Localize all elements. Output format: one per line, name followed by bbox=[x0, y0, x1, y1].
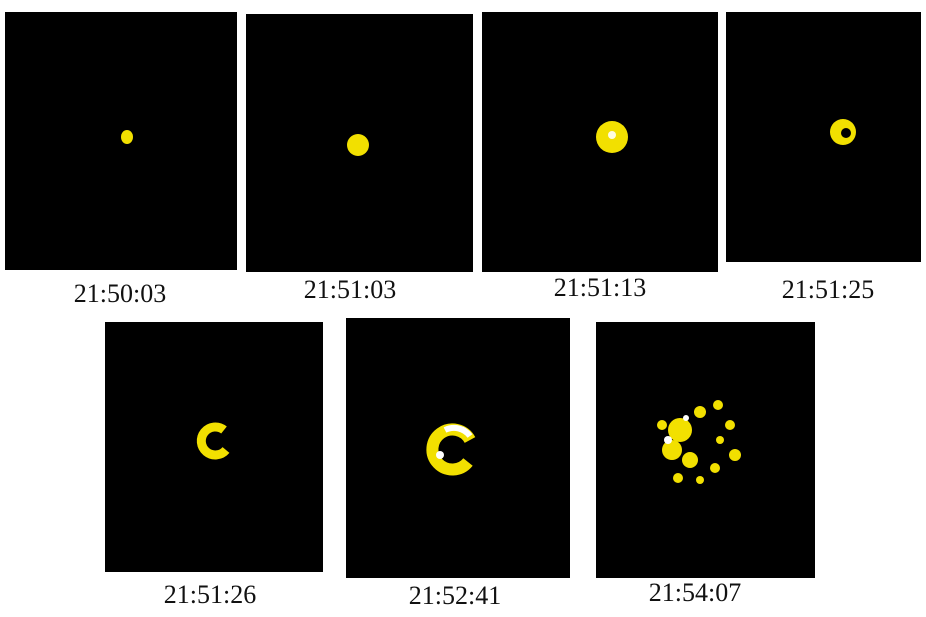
timestamp: 21:52:41 bbox=[409, 581, 501, 610]
timestamp: 21:51:25 bbox=[782, 275, 874, 304]
timestamp: 21:51:03 bbox=[304, 275, 396, 304]
figure: 21:50:03 21:51:03 21:51:13 21:51:25 21:5… bbox=[0, 0, 926, 612]
blob bbox=[347, 134, 369, 156]
panel-image bbox=[726, 12, 921, 262]
panel-image bbox=[5, 12, 237, 270]
timestamp: 21:54:07 bbox=[649, 578, 741, 607]
panel-image bbox=[105, 322, 323, 572]
panel-image bbox=[596, 322, 815, 578]
blob-core bbox=[608, 131, 616, 139]
timestamp: 21:51:26 bbox=[164, 580, 256, 609]
timestamp: 21:51:13 bbox=[554, 273, 646, 302]
timestamp: 21:50:03 bbox=[74, 279, 166, 308]
blob-core bbox=[841, 128, 851, 138]
panel-image bbox=[346, 318, 570, 578]
page: {"panels": [ {"label": "21:50:03"}, {"la… bbox=[0, 0, 926, 612]
blob bbox=[121, 130, 133, 144]
